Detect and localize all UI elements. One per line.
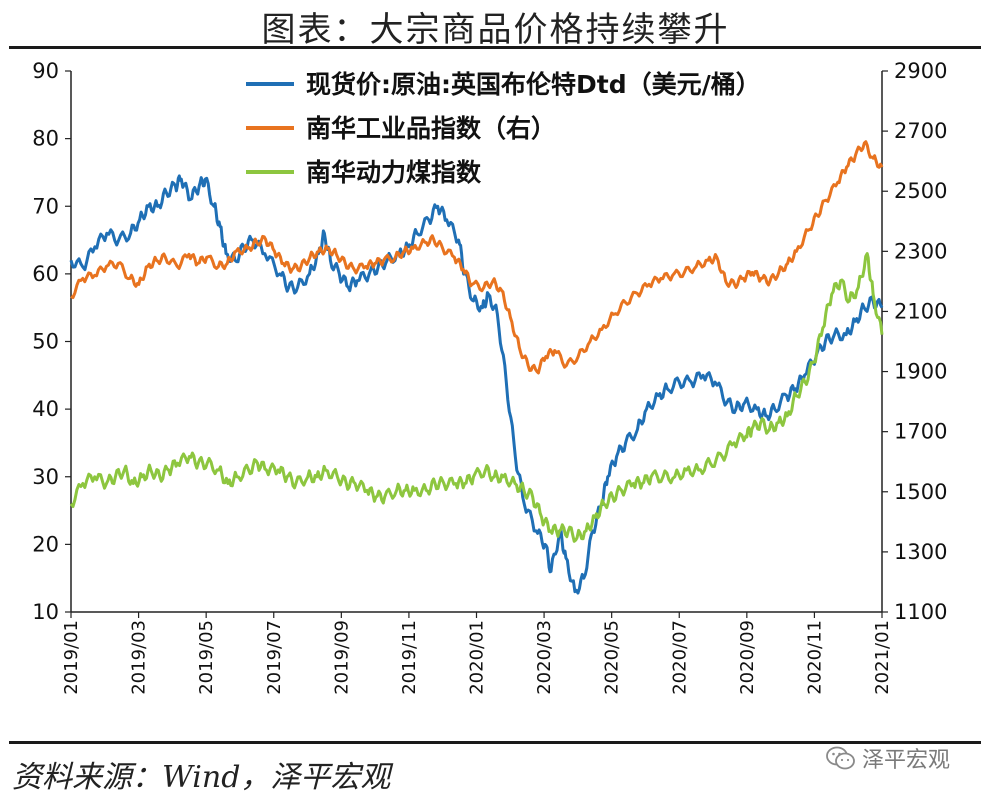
- right-tick-label: 1500: [894, 480, 947, 504]
- x-tick-label: 2021/01: [872, 620, 893, 695]
- x-tick-label: 2020/05: [602, 620, 623, 695]
- left-tick-label: 30: [32, 465, 59, 489]
- left-tick-label: 70: [32, 194, 59, 218]
- x-tick-label: 2019/03: [129, 620, 150, 695]
- right-tick-label: 2500: [894, 179, 947, 203]
- x-tick-label: 2019/07: [264, 620, 285, 695]
- bottom-rule: [9, 741, 981, 744]
- left-tick-label: 60: [32, 262, 59, 286]
- wechat-icon: [826, 746, 855, 770]
- top-rule: [9, 46, 981, 49]
- series-line-2: [70, 140, 884, 375]
- left-tick-label: 20: [32, 532, 59, 556]
- x-tick-label: 2020/01: [467, 620, 488, 695]
- x-tick-label: 2020/11: [804, 620, 825, 695]
- chart-title: 图表：大宗商品价格持续攀升: [261, 10, 730, 50]
- right-tick-label: 2700: [894, 119, 947, 143]
- x-tick-label: 2020/09: [737, 620, 758, 695]
- right-tick-label: 2100: [894, 299, 947, 323]
- legend-label-2: 南华工业品指数（右）: [306, 114, 556, 143]
- watermark-text: 泽平宏观: [862, 748, 951, 773]
- watermark: 泽平宏观: [826, 741, 950, 775]
- left-tick-label: 50: [32, 330, 59, 354]
- series-line-3: [69, 252, 884, 543]
- x-tick-label: 2019/11: [399, 620, 420, 695]
- right-tick-label: 1900: [894, 360, 947, 384]
- series-line-1: [69, 174, 884, 595]
- chart-canvas: 10 20 30 40 50 60 70 80 90 1100 1300 1500 1700 1900 21…: [32, 59, 947, 695]
- legend-label-3: 南华动力煤指数: [306, 158, 482, 187]
- right-tick-label: 2300: [894, 239, 947, 263]
- x-tick-label: 2020/03: [534, 620, 555, 695]
- left-tick-label: 10: [32, 600, 59, 624]
- x-tick-label: 2019/01: [61, 620, 82, 695]
- right-tick-label: 1100: [894, 600, 947, 624]
- right-tick-label: 1300: [894, 540, 947, 564]
- x-tick-label: 2019/05: [196, 620, 217, 695]
- left-tick-label: 80: [32, 127, 59, 151]
- x-tick-label: 2020/07: [669, 620, 690, 695]
- left-tick-label: 90: [32, 59, 59, 83]
- right-tick-label: 1700: [894, 420, 947, 444]
- source-note: 资料来源：Wind，泽平宏观: [12, 760, 391, 795]
- right-tick-label: 2900: [894, 59, 947, 83]
- legend-label-1: 现货价:原油:英国布伦特Dtd（美元/桶）: [306, 70, 761, 99]
- x-tick-label: 2019/09: [331, 620, 352, 695]
- left-tick-label: 40: [32, 397, 59, 421]
